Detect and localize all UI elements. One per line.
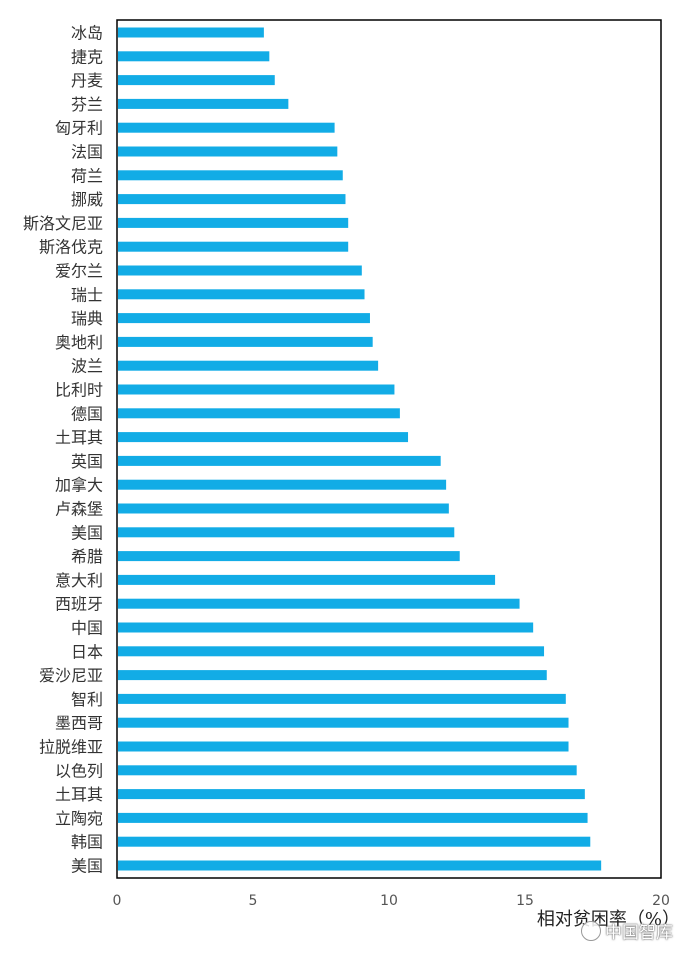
bar-13 [118,336,373,347]
x-axis-title: 相对贫困率（%） [537,909,680,930]
bar-10 [118,265,362,276]
bar-35 [118,860,602,871]
bar-32 [118,789,585,800]
category-label-5: 法国 [71,143,103,162]
watermark: 中国智库 [581,918,673,943]
category-label-25: 中国 [71,619,103,638]
bar-31 [118,765,577,776]
category-label-24: 西班牙 [55,595,103,614]
category-label-9: 斯洛伐克 [39,238,103,257]
category-label-22: 希腊 [71,547,103,566]
category-label-13: 奥地利 [55,333,103,352]
bar-14 [118,360,379,371]
x-tick-label-0: 0 [113,893,122,909]
x-tick-label-4: 20 [652,893,670,909]
category-label-7: 挪威 [71,190,103,209]
bar-34 [118,836,591,847]
x-tick-label-1: 5 [249,893,258,909]
category-label-23: 意大利 [55,571,103,590]
category-label-30: 拉脱维亚 [39,738,103,757]
category-label-26: 日本 [71,642,103,661]
category-label-11: 瑞士 [71,285,103,304]
bar-17 [118,432,409,443]
category-labels: 冰岛捷克丹麦芬兰匈牙利法国荷兰挪威斯洛文尼亚斯洛伐克爱尔兰瑞士瑞典奥地利波兰比利… [23,24,103,876]
category-label-15: 比利时 [55,381,103,400]
category-label-14: 波兰 [71,357,103,376]
bar-29 [118,717,569,728]
bar-21 [118,527,455,538]
bar-6 [118,170,343,181]
category-label-16: 德国 [71,404,103,423]
category-label-33: 立陶宛 [55,809,103,828]
bar-8 [118,217,349,228]
bar-15 [118,384,395,395]
category-label-29: 墨西哥 [55,714,103,733]
bar-26 [118,646,545,657]
wechat-icon [581,920,601,941]
bar-5 [118,146,338,157]
bar-33 [118,812,588,823]
bar-4 [118,122,335,133]
bar-20 [118,503,449,514]
bar-25 [118,622,534,633]
bars [118,27,602,871]
bar-11 [118,289,365,300]
category-label-10: 爱尔兰 [55,262,103,281]
bar-3 [118,98,289,109]
bar-18 [118,455,441,466]
bar-2 [118,75,275,86]
bar-19 [118,479,447,490]
plot-frame [116,19,662,879]
bar-1 [118,51,270,62]
bar-24 [118,598,520,609]
x-axis-ticks: 0 5 10 15 20 [113,893,670,909]
x-tick-label-3: 15 [516,893,534,909]
category-label-32: 土耳其 [55,785,103,804]
x-tick-label-2: 10 [380,893,398,909]
category-label-21: 美国 [71,523,103,542]
category-label-28: 智利 [71,690,103,709]
bar-9 [118,241,349,252]
bar-7 [118,194,346,205]
category-label-2: 丹麦 [71,71,103,90]
category-label-19: 加拿大 [55,476,103,495]
bar-22 [118,551,460,562]
category-label-35: 美国 [71,857,103,876]
category-label-4: 匈牙利 [55,119,103,138]
watermark-text: 中国智库 [605,923,673,943]
bar-0 [118,27,264,38]
category-label-20: 卢森堡 [55,500,103,519]
category-label-0: 冰岛 [71,24,103,43]
category-label-17: 土耳其 [55,428,103,447]
category-label-6: 荷兰 [71,166,103,185]
category-label-31: 以色列 [55,761,103,780]
bar-16 [118,408,400,419]
bar-27 [118,670,547,681]
bar-23 [118,574,496,585]
category-label-3: 芬兰 [71,95,103,114]
category-label-12: 瑞典 [71,309,103,328]
category-label-8: 斯洛文尼亚 [23,214,103,233]
bar-30 [118,741,569,752]
category-label-27: 爱沙尼亚 [39,666,103,685]
category-label-1: 捷克 [71,47,103,66]
bar-12 [118,313,370,324]
bar-28 [118,693,566,704]
category-label-34: 韩国 [71,833,103,852]
category-label-18: 英国 [71,452,103,471]
